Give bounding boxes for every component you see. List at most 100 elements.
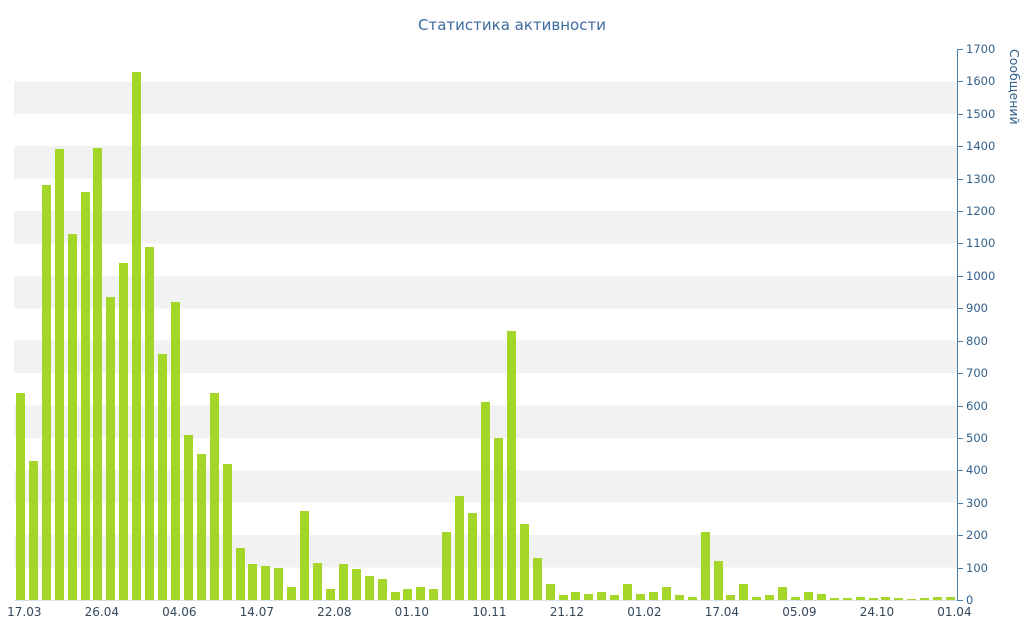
y-tick xyxy=(958,243,963,245)
y-tick-label: 700 xyxy=(966,366,988,381)
bar xyxy=(558,595,568,600)
y-tick-label: 1700 xyxy=(966,42,996,56)
bar xyxy=(300,510,310,600)
y-tick-label: 500 xyxy=(966,430,988,445)
bar xyxy=(674,595,684,600)
bar xyxy=(545,583,555,600)
bar xyxy=(765,595,775,600)
y-tick-label: 400 xyxy=(966,463,988,478)
y-tick-label: 100 xyxy=(966,560,988,575)
bar xyxy=(41,185,51,600)
bar xyxy=(791,596,801,600)
bar xyxy=(946,596,956,600)
bar xyxy=(261,565,271,600)
bar xyxy=(868,598,878,600)
bar xyxy=(248,564,258,600)
bar xyxy=(778,587,788,600)
x-tick-label: 01.04 xyxy=(937,605,972,619)
y-axis-line xyxy=(957,49,958,601)
bar xyxy=(67,233,77,600)
bar xyxy=(661,587,671,600)
x-tick-label: 10.11 xyxy=(472,605,507,619)
bar xyxy=(119,262,129,600)
bar xyxy=(145,246,155,600)
bar xyxy=(54,149,64,600)
bar xyxy=(442,531,452,600)
y-tick xyxy=(958,113,963,115)
x-tick-label: 24.10 xyxy=(859,605,895,619)
bar xyxy=(235,548,245,600)
bar xyxy=(933,597,943,600)
bar xyxy=(803,591,813,600)
y-tick-label: 1100 xyxy=(966,236,996,251)
bar xyxy=(636,593,645,600)
bar xyxy=(623,583,633,600)
bar xyxy=(403,588,413,600)
bar xyxy=(739,583,749,600)
y-tick xyxy=(958,373,963,375)
bar xyxy=(855,597,865,600)
bar xyxy=(532,557,542,600)
bar xyxy=(700,531,710,600)
y-tick xyxy=(958,81,963,83)
y-tick-label: 1500 xyxy=(966,106,996,121)
x-tick-label: 17.03 xyxy=(7,605,42,619)
bar xyxy=(106,296,116,600)
y-tick-label: 300 xyxy=(966,495,988,510)
bar xyxy=(338,564,348,600)
bar xyxy=(429,588,439,600)
bar xyxy=(15,392,25,600)
bar xyxy=(455,496,465,600)
x-tick-label: 05.09 xyxy=(782,605,817,619)
bar xyxy=(158,353,168,600)
bar xyxy=(894,598,904,600)
bar xyxy=(920,598,930,600)
x-tick-label: 01.10 xyxy=(394,605,430,619)
x-tick-label: 04.06 xyxy=(162,605,197,619)
bar xyxy=(274,567,284,600)
bar xyxy=(170,301,180,600)
bar xyxy=(506,330,516,600)
y-tick xyxy=(958,308,963,310)
bar xyxy=(325,588,335,600)
chart-title: Статистика активности xyxy=(418,16,606,34)
bar xyxy=(93,147,103,600)
x-tick-label: 21.12 xyxy=(549,605,585,619)
bar xyxy=(713,561,723,600)
bar xyxy=(752,596,762,600)
y-tick xyxy=(958,405,963,407)
y-axis-title: Сообщений xyxy=(1007,49,1022,125)
bar xyxy=(468,512,478,600)
y-tick-label: 1200 xyxy=(966,204,996,219)
bar xyxy=(196,454,206,600)
bar xyxy=(687,596,697,600)
bar xyxy=(481,402,490,600)
y-tick xyxy=(958,600,963,601)
y-tick-label: 200 xyxy=(966,528,988,543)
bar xyxy=(597,591,607,600)
bar xyxy=(493,437,503,600)
y-tick-label: 1600 xyxy=(966,74,996,89)
bar xyxy=(519,523,529,600)
bar xyxy=(132,71,142,600)
bar xyxy=(584,593,594,600)
bar xyxy=(313,562,323,600)
x-tick-label: 26.04 xyxy=(84,605,120,619)
bar xyxy=(648,591,658,600)
bar xyxy=(610,595,620,600)
bar xyxy=(842,598,852,600)
x-tick-label: 14.07 xyxy=(239,605,275,619)
bar xyxy=(287,587,297,600)
bar xyxy=(222,463,232,600)
bar xyxy=(377,578,387,600)
y-tick xyxy=(958,146,963,148)
bar xyxy=(416,587,426,600)
y-tick xyxy=(958,211,963,213)
bar xyxy=(390,591,400,600)
x-tick-label: 22.08 xyxy=(317,605,352,619)
y-tick xyxy=(958,49,963,50)
bar xyxy=(351,569,361,600)
bar xyxy=(183,434,193,600)
y-tick xyxy=(958,470,963,472)
